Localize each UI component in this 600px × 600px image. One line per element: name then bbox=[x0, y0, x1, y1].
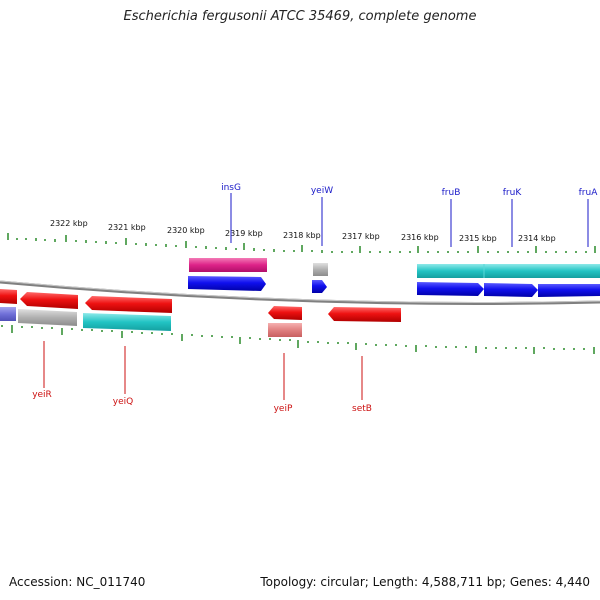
yeiw-cds-arrow[interactable] bbox=[312, 280, 327, 293]
gene-label-yeiw[interactable]: yeiW bbox=[311, 186, 333, 196]
left-edge-cds-arrow[interactable] bbox=[0, 289, 17, 304]
bottom-gene-labels: yeiR yeiQ yeiP setB bbox=[32, 390, 372, 414]
yeip-gene-block[interactable] bbox=[268, 323, 302, 337]
kbp-label: 2315 kbp bbox=[459, 234, 497, 243]
yeiq-gene-block[interactable] bbox=[83, 313, 171, 331]
kbp-label: 2314 kbp bbox=[518, 234, 556, 243]
gene-label-yeiq[interactable]: yeiQ bbox=[113, 397, 133, 407]
genome-backbone bbox=[0, 280, 600, 305]
yeiq-cds-arrow[interactable] bbox=[85, 296, 172, 313]
top-gene-labels: insG yeiW fruB fruK fruA bbox=[221, 183, 598, 198]
yeir-cds-arrow[interactable] bbox=[20, 292, 78, 309]
gene-label-frua[interactable]: fruA bbox=[579, 188, 599, 198]
lower-tick-track bbox=[1, 325, 595, 354]
upper-tick-track bbox=[7, 233, 596, 253]
yeir-pseudo-block[interactable] bbox=[18, 309, 77, 326]
gene-label-yeir[interactable]: yeiR bbox=[32, 390, 52, 400]
gene-label-yeip[interactable]: yeiP bbox=[274, 404, 293, 414]
kbp-label: 2319 kbp bbox=[225, 229, 263, 238]
yeiw-pseudo-block[interactable] bbox=[313, 263, 328, 276]
fruk-cds-arrow[interactable] bbox=[484, 283, 538, 297]
gene-label-insg[interactable]: insG bbox=[221, 183, 241, 193]
kbp-label: 2318 kbp bbox=[283, 231, 321, 240]
gene-label-fruk[interactable]: fruK bbox=[503, 188, 523, 198]
accession-label: Accession: NC_011740 bbox=[9, 575, 146, 589]
fru-gene-block[interactable] bbox=[417, 264, 600, 278]
kbp-label: 2321 kbp bbox=[108, 223, 146, 232]
kbp-label: 2320 kbp bbox=[167, 226, 205, 235]
frua-cds-arrow[interactable] bbox=[538, 284, 600, 297]
genome-summary: Topology: circular; Length: 4,588,711 bp… bbox=[260, 575, 590, 589]
insg-cds-arrow[interactable] bbox=[188, 276, 266, 291]
gene-label-frub[interactable]: fruB bbox=[442, 188, 461, 198]
gene-label-setb[interactable]: setB bbox=[352, 404, 372, 414]
frub-cds-arrow[interactable] bbox=[417, 282, 484, 296]
kbp-label: 2322 kbp bbox=[50, 219, 88, 228]
kbp-label: 2316 kbp bbox=[401, 233, 439, 242]
map-title: Escherichia fergusonii ATCC 35469, compl… bbox=[123, 9, 477, 24]
kbp-labels: 2322 kbp 2321 kbp 2320 kbp 2319 kbp 2318… bbox=[50, 219, 556, 243]
yeip-cds-arrow[interactable] bbox=[268, 306, 302, 320]
left-edge-gene-block[interactable] bbox=[0, 307, 16, 321]
kbp-label: 2317 kbp bbox=[342, 232, 380, 241]
setb-cds-arrow[interactable] bbox=[328, 307, 401, 322]
insg-gene-block[interactable] bbox=[189, 258, 267, 272]
